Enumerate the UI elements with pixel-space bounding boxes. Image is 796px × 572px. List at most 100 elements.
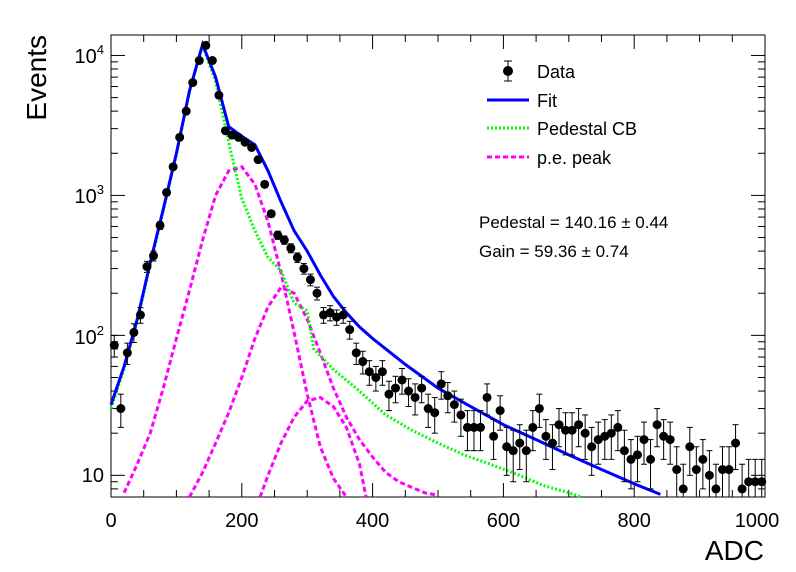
y-tick-label: 103 [75,182,104,208]
x-axis-title: ADC [705,535,764,566]
data-point [312,286,322,301]
y-tick-label: 10 [82,465,104,487]
data-point [410,383,420,416]
data-point [417,375,427,404]
data-point [639,421,649,465]
data-point [377,360,387,386]
data-point [423,393,433,428]
data-point [665,421,675,465]
data-point [443,382,453,414]
data-point [220,126,230,136]
legend-label: Fit [537,91,557,111]
data-point [482,383,492,416]
data-points [109,40,767,498]
legend: Data Fit Pedestal CB p.e. peak [487,60,637,168]
data-point [652,408,662,448]
data-point [750,458,760,498]
data-point [704,450,714,498]
data-point [188,78,198,88]
data-point [155,220,165,230]
data-point [521,429,531,483]
data-point [292,252,302,263]
data-point [109,334,119,358]
data-point [168,162,178,172]
data-point [260,179,270,189]
gain-annotation: Gain = 59.36 ± 0.74 [479,242,629,261]
data-point [273,230,283,240]
data-point [587,426,597,476]
data-point [646,439,656,490]
legend-marker [503,66,513,76]
data-point [325,305,335,322]
data-point [253,155,263,165]
x-tick-labels: 0 200 400 600 800 1000 [105,510,779,532]
data-point [201,40,211,50]
data-point [619,429,629,483]
data-point [593,421,603,465]
y-axis-title: Events [21,35,52,121]
data-point [613,410,623,452]
y-tick-label: 102 [75,323,104,349]
pe-peak-curve-1 [122,165,348,498]
data-point [737,463,747,498]
svg-text:104: 104 [75,42,104,68]
data-point [351,342,361,365]
legend-label: Data [537,62,576,82]
data-point [338,307,348,324]
data-point [397,367,407,395]
data-point [606,414,616,460]
data-point [371,365,381,392]
data-point [685,426,695,476]
svg-text:103: 103 [75,182,104,208]
data-point [515,424,525,471]
data-point [456,398,466,437]
data-point [495,395,505,431]
data-point [541,419,551,460]
x-tick-label: 200 [225,510,258,532]
data-point [181,106,191,116]
data-point [567,412,577,456]
data-point [626,439,636,490]
data-point [116,393,126,428]
data-point [632,435,642,483]
legend-item-pedestal-cb: Pedestal CB [487,119,637,139]
legend-item-pe-peak: p.e. peak [487,148,612,168]
data-point [436,371,446,400]
legend-label: p.e. peak [537,148,612,168]
data-point [162,187,172,197]
data-point [129,323,139,343]
data-point [724,446,734,498]
data-point [717,446,727,498]
data-point [561,412,571,456]
data-point [757,458,767,498]
data-point [175,132,185,142]
data-point [744,458,754,498]
data-point [528,410,538,452]
axes-ticks [110,35,766,498]
x-tick-label: 1000 [735,510,780,532]
data-point [469,410,479,452]
data-point [358,350,368,375]
data-point [214,90,224,100]
x-tick-label: 400 [356,510,389,532]
data-point [711,463,721,498]
data-point [462,410,472,452]
data-point [502,426,512,476]
data-point [194,56,204,66]
data-point [698,439,708,490]
data-point [142,260,152,273]
x-tick-label: 0 [105,510,116,532]
plot-frame [110,34,766,498]
data-point [390,375,400,404]
data-point [547,424,557,471]
pe-peak-curve-3 [258,395,368,498]
data-point [430,396,440,434]
data-point [247,142,257,152]
data-point [449,390,459,423]
data-point [691,446,701,498]
data-point [364,360,374,386]
data-point [580,414,590,460]
legend-item-fit: Fit [487,91,557,111]
svg-text:10: 10 [82,465,104,487]
